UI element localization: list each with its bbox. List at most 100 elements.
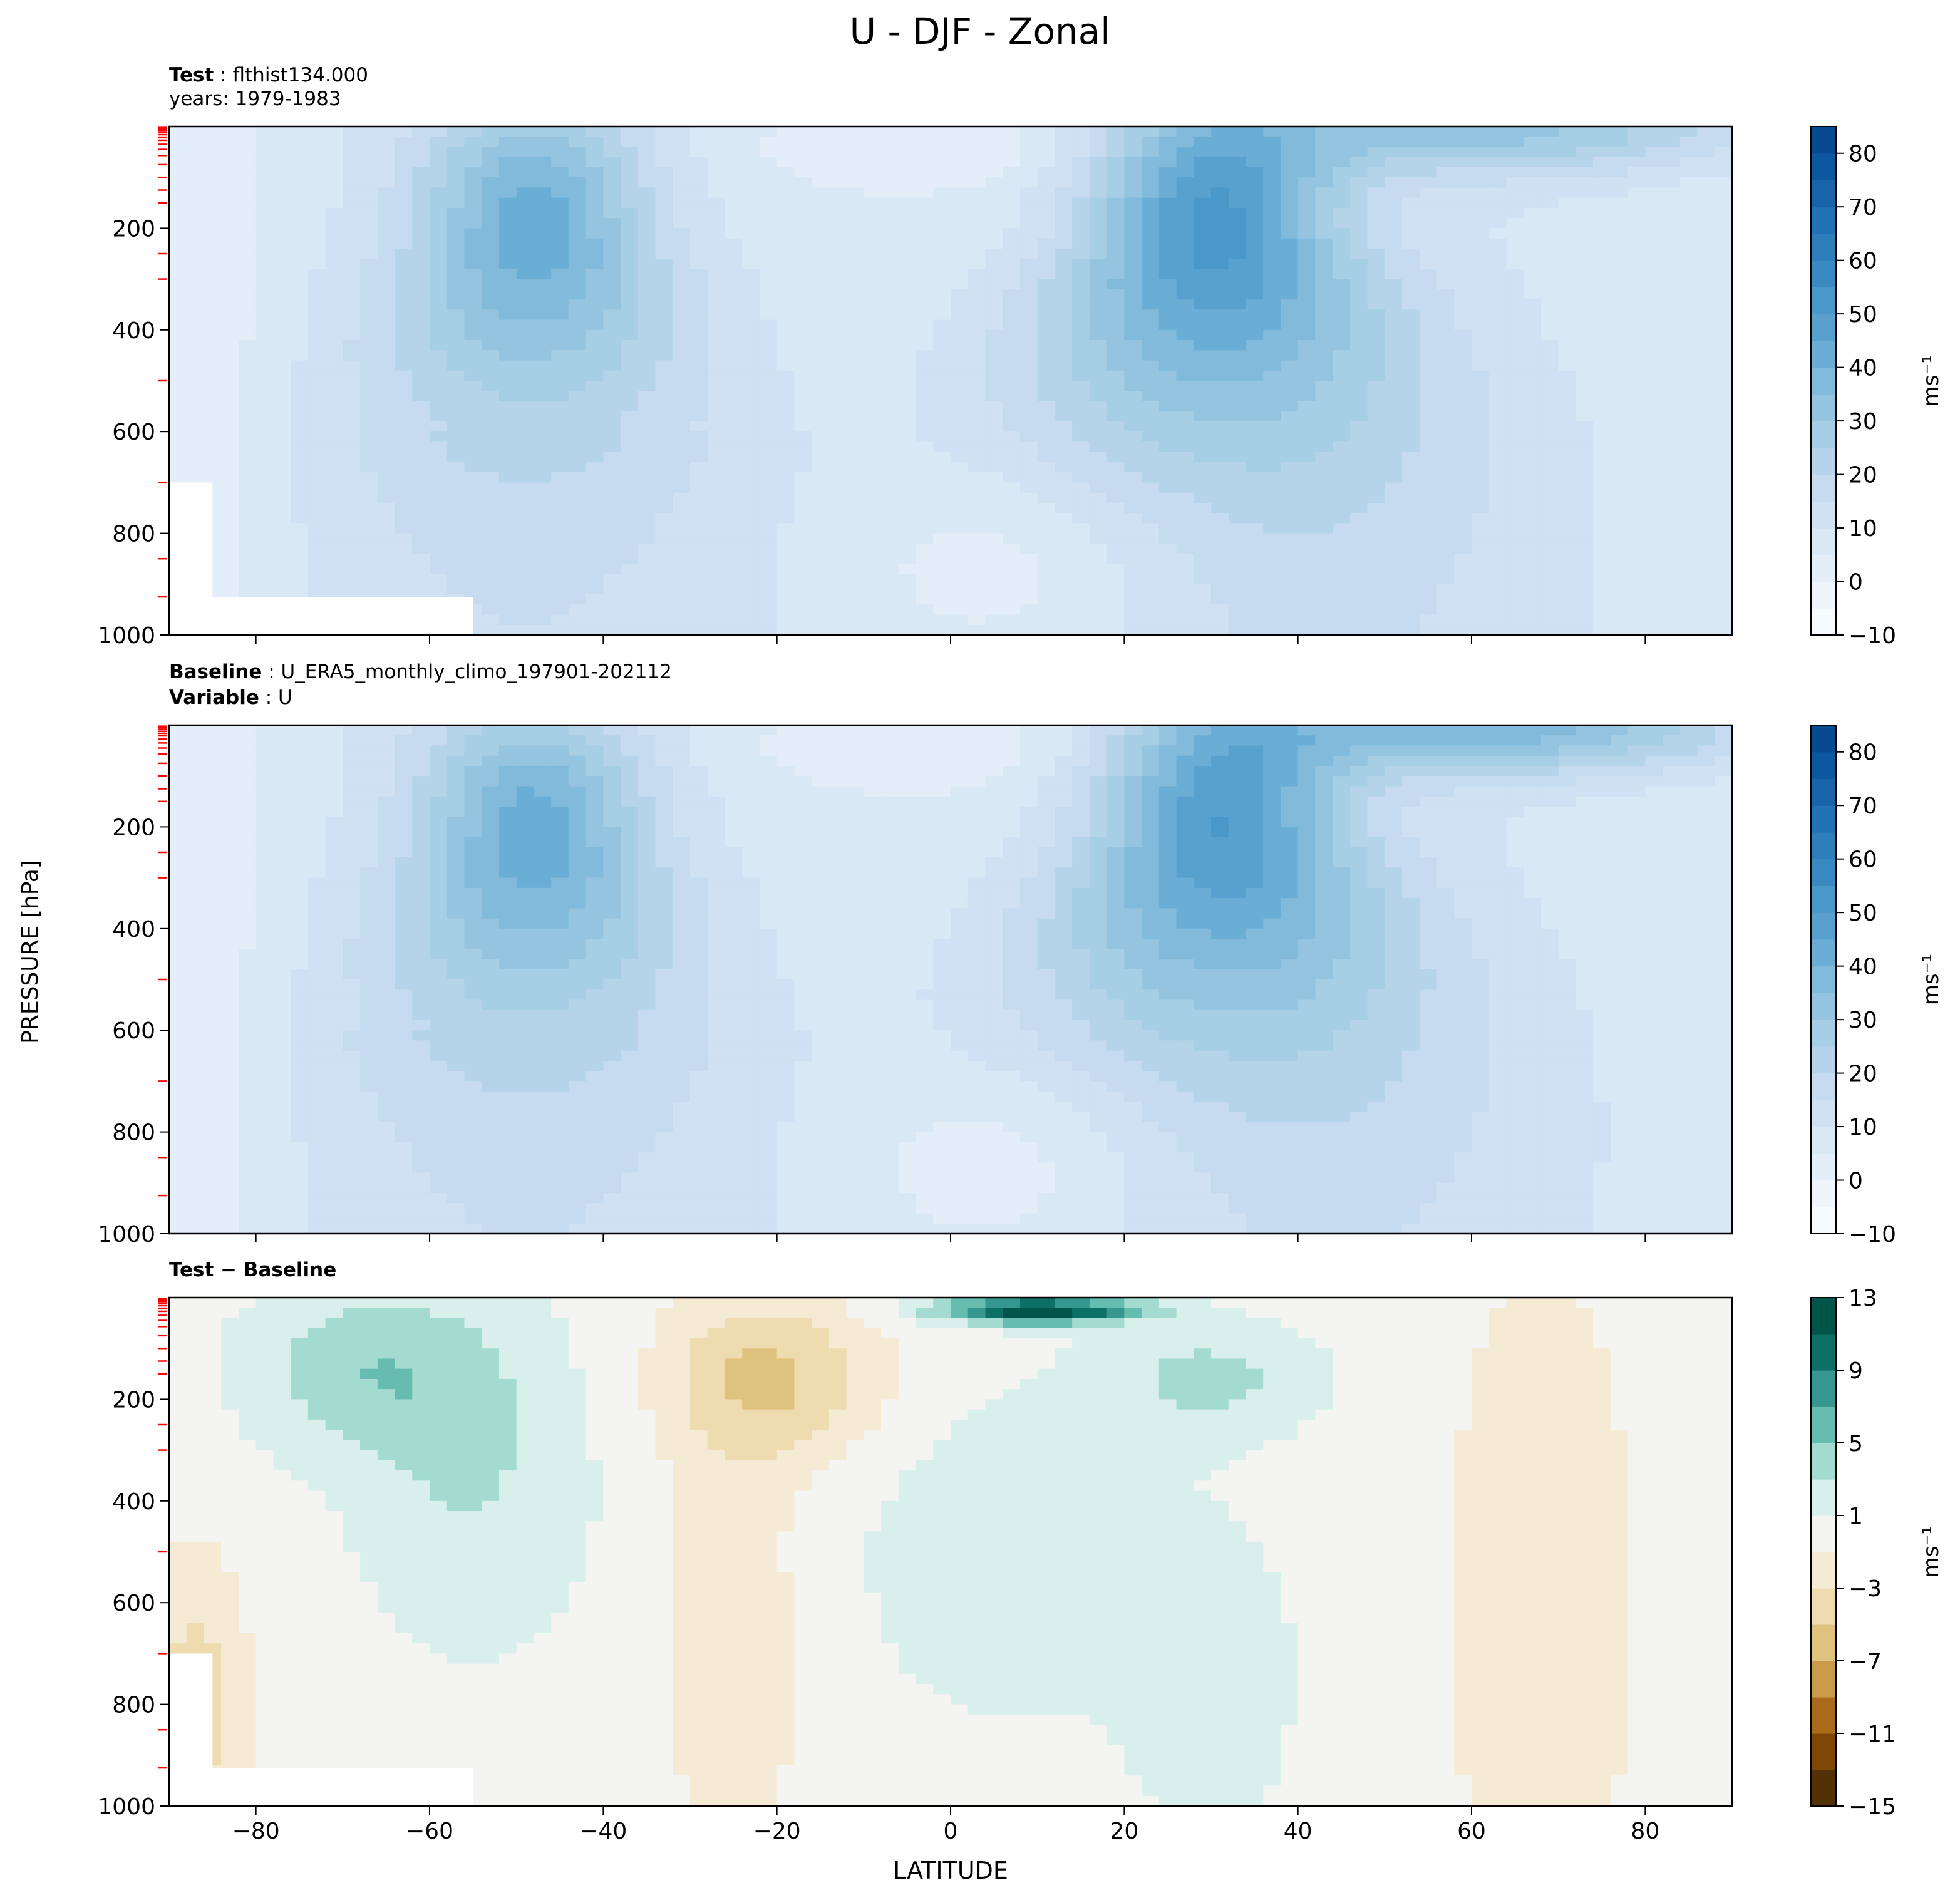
contour-cell <box>1558 492 1577 503</box>
contour-cell <box>360 309 378 321</box>
contour-cell <box>1263 197 1281 209</box>
contour-cell <box>1593 137 1611 148</box>
contour-cell <box>186 1060 205 1072</box>
contour-cell <box>673 177 691 188</box>
contour-cell <box>1454 177 1472 188</box>
contour-cell <box>967 329 986 341</box>
contour-cell <box>395 574 413 585</box>
contour-cell <box>1297 441 1316 453</box>
contour-cell <box>1540 543 1559 554</box>
contour-cell <box>707 431 726 443</box>
contour-cell <box>255 1081 274 1092</box>
contour-cell <box>307 381 326 392</box>
contour-cell <box>291 533 309 544</box>
contour-cell <box>1506 421 1525 433</box>
contour-cell <box>1593 197 1611 209</box>
contour-cell <box>967 218 986 229</box>
contour-cell <box>690 187 708 199</box>
contour-cell <box>1593 554 1611 565</box>
contour-cell <box>1540 472 1559 483</box>
contour-cell <box>1333 452 1351 463</box>
contour-cell <box>898 299 917 311</box>
contour-cell <box>1697 340 1716 351</box>
contour-cell <box>1576 431 1594 443</box>
contour-cell <box>1663 421 1681 433</box>
contour-cell <box>1297 472 1316 483</box>
contour-cell <box>1558 319 1577 331</box>
contour-cell <box>1003 452 1021 463</box>
contour-cell <box>273 1203 292 1214</box>
contour-cell <box>673 533 691 544</box>
colorbar-segment <box>1811 314 1836 341</box>
contour-cell <box>1506 584 1525 595</box>
contour-cell <box>673 248 691 260</box>
contour-cell <box>1679 259 1698 270</box>
contour-cell <box>1593 502 1611 514</box>
contour-cell <box>1385 564 1403 575</box>
contour-cell <box>585 238 604 249</box>
contour-cell <box>603 462 621 473</box>
contour-cell <box>307 543 326 554</box>
contour-cell <box>655 523 674 534</box>
contour-cell <box>1454 238 1472 249</box>
contour-cell <box>1576 574 1594 585</box>
contour-cell <box>1402 309 1420 321</box>
contour-cell <box>707 259 726 270</box>
contour-cell <box>325 431 344 443</box>
contour-cell <box>725 554 743 565</box>
contour-cell <box>881 370 899 381</box>
contour-cell <box>1246 187 1264 199</box>
contour-cell <box>985 197 1004 209</box>
contour-cell <box>690 533 708 544</box>
contour-cell <box>1072 462 1090 473</box>
contour-cell <box>1472 502 1490 514</box>
contour-cell <box>291 817 309 828</box>
contour-cell <box>204 908 222 919</box>
contour-cell <box>377 431 396 443</box>
contour-cell <box>690 299 708 311</box>
contour-cell <box>812 126 830 138</box>
contour-cell <box>1540 167 1559 178</box>
colorbar-segment <box>1811 126 1836 154</box>
contour-cell <box>655 381 674 392</box>
contour-cell <box>846 533 865 544</box>
contour-cell <box>412 259 430 270</box>
contour-cell <box>169 735 187 746</box>
contour-cell <box>238 452 257 463</box>
contour-cell <box>1506 360 1525 371</box>
contour-cell <box>377 482 396 493</box>
contour-cell <box>985 381 1004 392</box>
contour-cell <box>898 228 917 239</box>
contour-cell <box>377 147 396 158</box>
contour-cell <box>759 624 778 635</box>
contour-cell <box>1627 482 1646 493</box>
contour-cell <box>1211 177 1229 188</box>
contour-cell <box>1194 350 1212 361</box>
contour-cell <box>1506 543 1525 554</box>
contour-cell <box>1540 574 1559 585</box>
contour-cell <box>1402 614 1420 626</box>
contour-cell <box>1367 350 1386 361</box>
contour-cell <box>933 421 951 433</box>
contour-cell <box>1679 533 1698 544</box>
contour-cell <box>516 187 535 199</box>
contour-cell <box>291 360 309 371</box>
contour-cell <box>1037 502 1056 514</box>
contour-cell <box>498 604 517 616</box>
contour-cell <box>1297 381 1316 392</box>
contour-cell <box>1472 350 1490 361</box>
contour-cell <box>273 1030 292 1041</box>
contour-cell <box>1419 299 1438 311</box>
contour-cell <box>1349 574 1368 585</box>
contour-cell <box>273 462 292 473</box>
contour-cell <box>221 299 239 311</box>
colorbar-segment <box>1811 447 1836 475</box>
contour-cell <box>482 554 500 565</box>
contour-cell <box>307 207 326 219</box>
contour-cell <box>1349 147 1368 158</box>
contour-cell <box>395 197 413 209</box>
contour-cell <box>1194 289 1212 300</box>
contour-cell <box>291 502 309 514</box>
contour-cell <box>430 391 448 402</box>
contour-cell <box>1349 259 1368 270</box>
